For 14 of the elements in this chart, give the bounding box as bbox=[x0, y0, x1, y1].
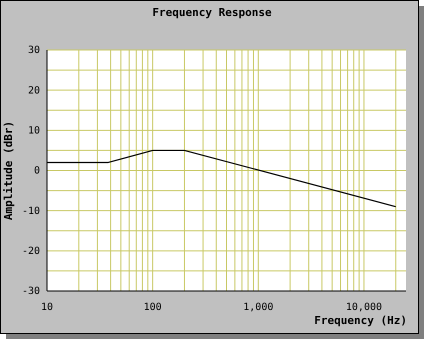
x-tick-label: 10,000 bbox=[346, 302, 382, 314]
y-tick-label: 20 bbox=[28, 85, 40, 96]
y-tick-label: -20 bbox=[22, 246, 40, 258]
chart-title: Frequency Response bbox=[152, 6, 272, 19]
y-axis-title: Amplitude (dBr) bbox=[2, 120, 15, 220]
y-tick-label: 30 bbox=[28, 45, 40, 56]
y-tick-label: -10 bbox=[22, 206, 40, 217]
x-axis-title: Frequency (Hz) bbox=[314, 314, 407, 327]
x-tick-label: 10 bbox=[40, 302, 54, 314]
y-tick-label: -30 bbox=[22, 286, 40, 298]
y-tick-label: 10 bbox=[28, 126, 40, 137]
y-tick-label: 0 bbox=[34, 166, 40, 177]
x-tick-label: 1,000 bbox=[243, 302, 274, 314]
x-tick-label: 100 bbox=[144, 302, 162, 314]
